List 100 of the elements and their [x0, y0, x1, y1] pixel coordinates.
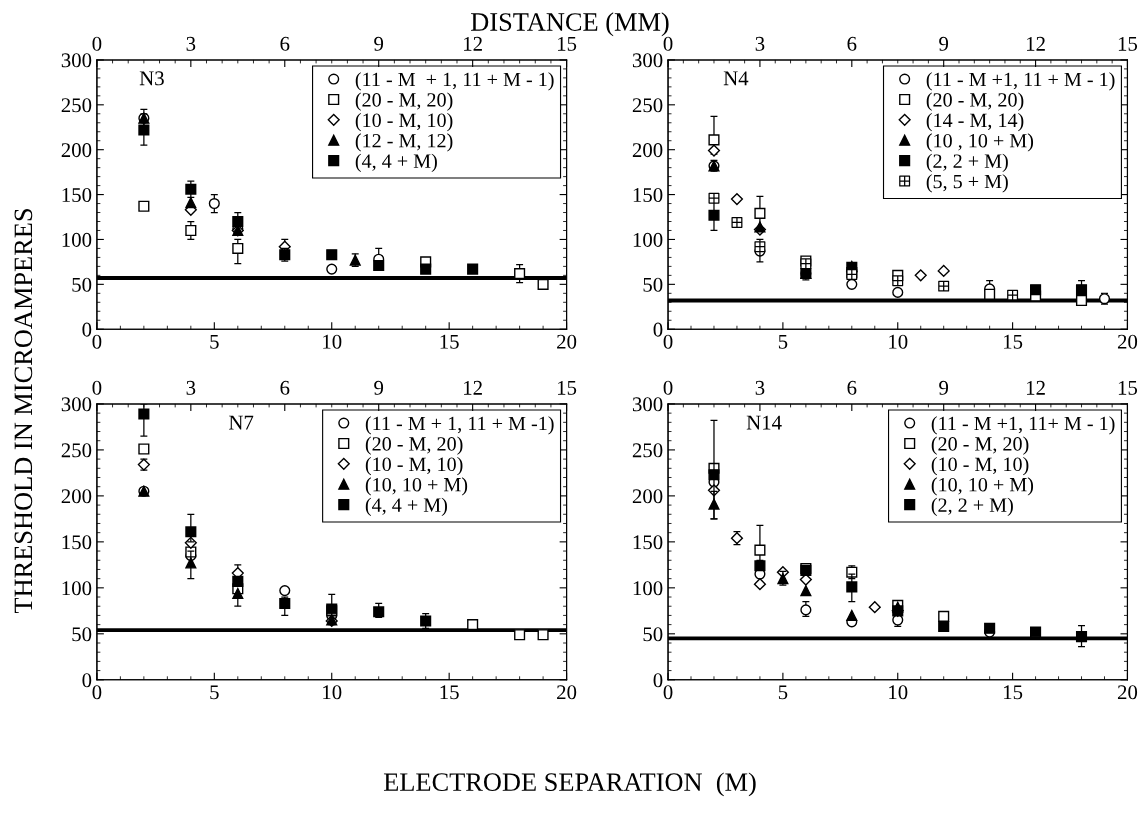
x-tick-label: 20 — [1117, 685, 1138, 700]
y-tick-label: 50 — [643, 627, 663, 642]
x-tick-label: 5 — [210, 334, 219, 349]
x-tick-label: 15 — [440, 685, 459, 700]
y-tick-label: 250 — [632, 443, 663, 458]
legend-label: (11 - M + 1, 11 + M -1) — [365, 416, 554, 435]
x2-tick-label: 12 — [464, 380, 482, 395]
x-tick-label: 15 — [440, 334, 459, 349]
y-tick-label: 250 — [61, 443, 92, 458]
x-tick-label: 15 — [1004, 334, 1023, 349]
legend-label: (20 - M, 20) — [355, 92, 453, 111]
legend-label: (5, 5 + M) — [926, 174, 1008, 193]
y-tick-label: 0 — [653, 322, 663, 337]
legend-label: (10 - M, 10) — [355, 112, 453, 132]
x2-axis-title: DISTANCE (MM) — [471, 12, 669, 37]
y-tick-label: 300 — [632, 53, 663, 68]
x2-tick-label: 3 — [186, 380, 196, 395]
legend-label: (11 - M + 1, 11 + M - 1) — [355, 72, 554, 91]
legend-label: (10 - M, 10) — [931, 456, 1029, 476]
y-tick-label: 300 — [61, 397, 92, 412]
x-tick-label: 15 — [1004, 685, 1023, 700]
x2-tick-label: 0 — [663, 36, 673, 51]
x2-tick-label: 9 — [939, 380, 949, 395]
x-tick-label: 20 — [557, 685, 577, 700]
legend-label: (11 - M +1, 11+ M - 1) — [931, 416, 1115, 435]
y-tick-label: 300 — [632, 397, 663, 412]
x-tick-label: 10 — [889, 685, 908, 700]
x2-tick-label: 6 — [280, 36, 290, 51]
x2-tick-label: 12 — [1026, 36, 1045, 51]
y-tick-label: 100 — [62, 581, 92, 596]
legend-label: (10, 10 + M) — [365, 477, 468, 496]
y-tick-label: 50 — [72, 277, 92, 292]
y-tick-label: 150 — [633, 187, 663, 203]
chart-title: N4 — [723, 71, 749, 86]
legend-label: (20 - M, 20) — [926, 92, 1024, 111]
y-tick-label: 150 — [633, 535, 663, 550]
chart-title: N3 — [139, 71, 164, 86]
x2-tick-label: 3 — [755, 36, 765, 51]
y-tick-label: 100 — [633, 581, 663, 596]
y-tick-label: 0 — [653, 673, 663, 688]
x-tick-label: 0 — [92, 685, 102, 700]
y-tick-label: 200 — [632, 143, 663, 158]
y-tick-label: 50 — [643, 277, 663, 292]
x2-tick-label: 15 — [558, 380, 577, 395]
y-tick-label: 250 — [61, 98, 92, 113]
x-tick-label: 0 — [92, 334, 102, 349]
y-tick-label: 250 — [632, 98, 663, 113]
x2-tick-label: 0 — [663, 380, 673, 395]
x-tick-label: 10 — [323, 685, 342, 700]
y-axis-title: THRESHOLD IN MICROAMPERES — [14, 209, 33, 614]
x-tick-label: 10 — [889, 334, 908, 349]
legend-label: (20 - M, 20) — [365, 436, 463, 455]
legend-label: (20 - M, 20) — [931, 436, 1029, 455]
y-tick-label: 0 — [82, 322, 92, 337]
x-axis-title: ELECTRODE SEPARATION (M) — [383, 772, 756, 797]
x2-tick-label: 12 — [464, 36, 482, 51]
x2-tick-label: 0 — [92, 36, 102, 51]
x2-tick-label: 3 — [186, 36, 196, 51]
x2-tick-label: 15 — [558, 36, 577, 51]
x2-tick-label: 15 — [1118, 380, 1138, 395]
y-tick-label: 150 — [62, 535, 92, 550]
y-tick-label: 50 — [72, 627, 92, 642]
x2-tick-label: 9 — [939, 36, 949, 51]
legend-label: (12 - M, 12) — [355, 133, 453, 152]
legend-label: (2, 2 + M) — [926, 153, 1008, 172]
y-tick-label: 200 — [632, 489, 663, 504]
y-tick-label: 0 — [82, 673, 92, 688]
x-tick-label: 10 — [323, 334, 342, 349]
y-tick-label: 100 — [633, 232, 663, 247]
x-tick-label: 20 — [1117, 334, 1138, 349]
legend-label: (4, 4 + M) — [355, 153, 437, 172]
x-tick-label: 20 — [557, 334, 577, 349]
legend-label: (10 , 10 + M) — [926, 133, 1034, 152]
y-tick-label: 300 — [61, 53, 92, 68]
chart-title: N14 — [746, 415, 782, 430]
legend-label: (4, 4 + M) — [365, 497, 447, 516]
x-tick-label: 0 — [663, 685, 673, 700]
y-tick-label: 200 — [61, 489, 92, 504]
x2-tick-label: 6 — [280, 380, 290, 395]
legend-label: (10 - M, 10) — [365, 456, 463, 476]
legend-label: (11 - M +1, 11 + M - 1) — [926, 72, 1115, 91]
x2-tick-label: 15 — [1118, 36, 1138, 51]
y-tick-label: 150 — [62, 187, 92, 203]
legend-label: (10, 10 + M) — [931, 477, 1034, 496]
chart-title: N7 — [229, 415, 254, 430]
legend-label: (2, 2 + M) — [931, 497, 1013, 516]
x2-tick-label: 9 — [374, 36, 384, 51]
legend-label: (14 - M, 14) — [926, 112, 1024, 132]
x2-tick-label: 3 — [755, 380, 765, 395]
x-tick-label: 5 — [210, 685, 219, 700]
y-tick-label: 100 — [62, 232, 92, 247]
x-tick-label: 5 — [778, 334, 788, 349]
x2-tick-label: 6 — [847, 380, 857, 395]
x2-tick-label: 6 — [847, 36, 857, 51]
x2-tick-label: 0 — [92, 380, 102, 395]
x2-tick-label: 9 — [374, 380, 384, 395]
y-tick-label: 200 — [61, 143, 92, 158]
x2-tick-label: 12 — [1026, 380, 1045, 395]
x-tick-label: 5 — [778, 685, 788, 700]
x-tick-label: 0 — [663, 334, 673, 349]
